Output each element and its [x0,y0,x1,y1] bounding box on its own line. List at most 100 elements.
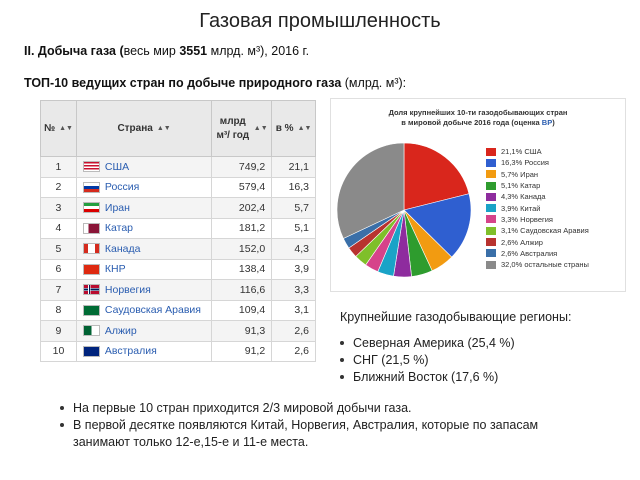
legend-item: 3,1% Саудовская Аравия [486,225,589,236]
legend-item: 3,9% Китай [486,202,589,213]
bullet-icon [60,406,64,410]
legend-swatch [486,215,496,224]
legend-label: 3,1% Саудовская Аравия [501,226,589,236]
sort-icon: ▲▼ [59,125,73,132]
table-heading-bold: ТОП-10 ведущих стран по добыче природног… [24,76,342,90]
legend-label: 2,6% Австралия [501,248,558,258]
value-cell: 91,3 [211,320,273,342]
value-cell: 91,2 [211,340,273,362]
value-cell: 116,6 [211,279,273,301]
rank-cell: 6 [40,258,77,280]
country-cell: США [75,156,213,178]
value-cell: 181,2 [211,217,273,239]
table-heading: ТОП-10 ведущих стран по добыче природног… [24,76,406,90]
country-link[interactable]: Саудовская Аравия [104,304,201,317]
table-row: 1 США 749,2 21,1 [40,156,316,178]
rank-cell: 3 [40,197,77,219]
subtitle: II. Добыча газа (весь мир 3551 млрд. м³)… [24,44,309,58]
column-header-value[interactable]: млрд м³/ год ▲▼ [211,100,273,157]
country-link[interactable]: КНР [104,263,126,276]
country-cell: Канада [75,238,213,260]
usa-flag-icon [82,161,100,173]
list-item: В первой десятке появляются Китай, Норве… [60,417,538,434]
table-row: 7 Норвегия 116,6 3,3 [40,279,316,301]
rank-cell: 9 [40,320,77,342]
country-link[interactable]: Норвегия [104,283,151,296]
sort-icon: ▲▼ [156,125,171,132]
canada-flag-icon [82,243,100,255]
australia-flag-icon [82,345,100,357]
percent-cell: 3,9 [271,258,316,280]
value-cell: 749,2 [211,156,273,178]
legend-item: 21,1% США [486,146,589,157]
rank-cell: 5 [40,238,77,260]
table-row: 4 Катар 181,2 5,1 [40,217,316,239]
rank-cell: 1 [40,156,77,178]
table-row: 8 Саудовская Аравия 109,4 3,1 [40,299,316,321]
list-item: Ближний Восток (17,6 %) [340,368,515,385]
percent-cell: 5,1 [271,217,316,239]
percent-cell: 4,3 [271,238,316,260]
page-title: Газовая промышленность [199,10,441,32]
table-row: 2 Россия 579,4 16,3 [40,176,316,198]
legend-swatch [486,158,496,167]
value-cell: 579,4 [211,176,273,198]
chart-title: Доля крупнейших 10-ти газодобывающих стр… [388,108,568,127]
notes-list: На первые 10 стран приходится 2/3 мирово… [60,400,538,451]
legend-label: 16,3% Россия [501,158,549,168]
legend-label: 21,1% США [501,147,542,157]
bullet-icon [340,340,344,345]
country-link[interactable]: Австралия [104,345,157,358]
country-cell: Австралия [75,340,213,362]
percent-cell: 2,6 [271,320,316,342]
china-flag-icon [82,263,100,275]
country-link[interactable]: Россия [104,181,140,194]
value-cell: 138,4 [211,258,273,280]
legend-swatch [486,238,496,247]
list-item: СНГ (21,5 %) [340,351,515,368]
algeria-flag-icon [82,325,100,337]
list-item: На первые 10 стран приходится 2/3 мирово… [60,400,538,417]
table-row: 3 Иран 202,4 5,7 [40,197,316,219]
bullet-icon [60,423,64,427]
legend-swatch [486,170,496,179]
legend-item: 4,3% Канада [486,191,589,202]
column-header-percent[interactable]: в % ▲▼ [271,100,316,157]
column-header-number[interactable]: № ▲▼ [40,100,77,157]
legend-label: 3,3% Норвегия [501,214,553,224]
country-cell: Россия [75,176,213,198]
percent-cell: 3,3 [271,279,316,301]
percent-cell: 3,1 [271,299,316,321]
legend-item: 5,7% Иран [486,169,589,180]
percent-cell: 2,6 [271,340,316,362]
legend-item: 32,0% остальные страны [486,259,589,270]
country-cell: КНР [75,258,213,280]
legend-item: 16,3% Россия [486,157,589,168]
country-link[interactable]: Катар [104,222,134,235]
country-link[interactable]: Иран [104,201,130,214]
subtitle-rest: млрд. м³), 2016 г. [207,44,310,58]
country-cell: Иран [75,197,213,219]
legend-label: 2,6% Алжир [501,237,543,247]
column-header-country[interactable]: Страна ▲▼ [75,100,213,157]
table-row: 10 Австралия 91,2 2,6 [40,340,316,362]
country-link[interactable]: США [104,160,130,173]
saudi-flag-icon [82,304,100,316]
regions-title: Крупнейшие газодобывающие регионы: [340,310,572,324]
legend-label: 5,7% Иран [501,169,539,179]
percent-cell: 21,1 [271,156,316,178]
list-item: занимают только 12-е,15-е и 11-е места. [73,435,309,449]
world-total: 3551 [179,44,208,58]
legend-item: 2,6% Австралия [486,248,589,259]
country-link[interactable]: Алжир [104,324,137,337]
rank-cell: 7 [40,279,77,301]
bullet-icon [340,357,344,362]
value-cell: 202,4 [211,197,273,219]
gas-production-table: № ▲▼ Страна ▲▼ млрд м³/ год ▲▼ в % ▲▼ 1 США 74… [40,100,316,362]
rank-cell: 8 [40,299,77,321]
legend-swatch [486,192,496,201]
iran-flag-icon [82,202,100,214]
country-link[interactable]: Канада [104,242,141,255]
norway-flag-icon [82,284,100,296]
legend-label: 3,9% Китай [501,203,541,213]
